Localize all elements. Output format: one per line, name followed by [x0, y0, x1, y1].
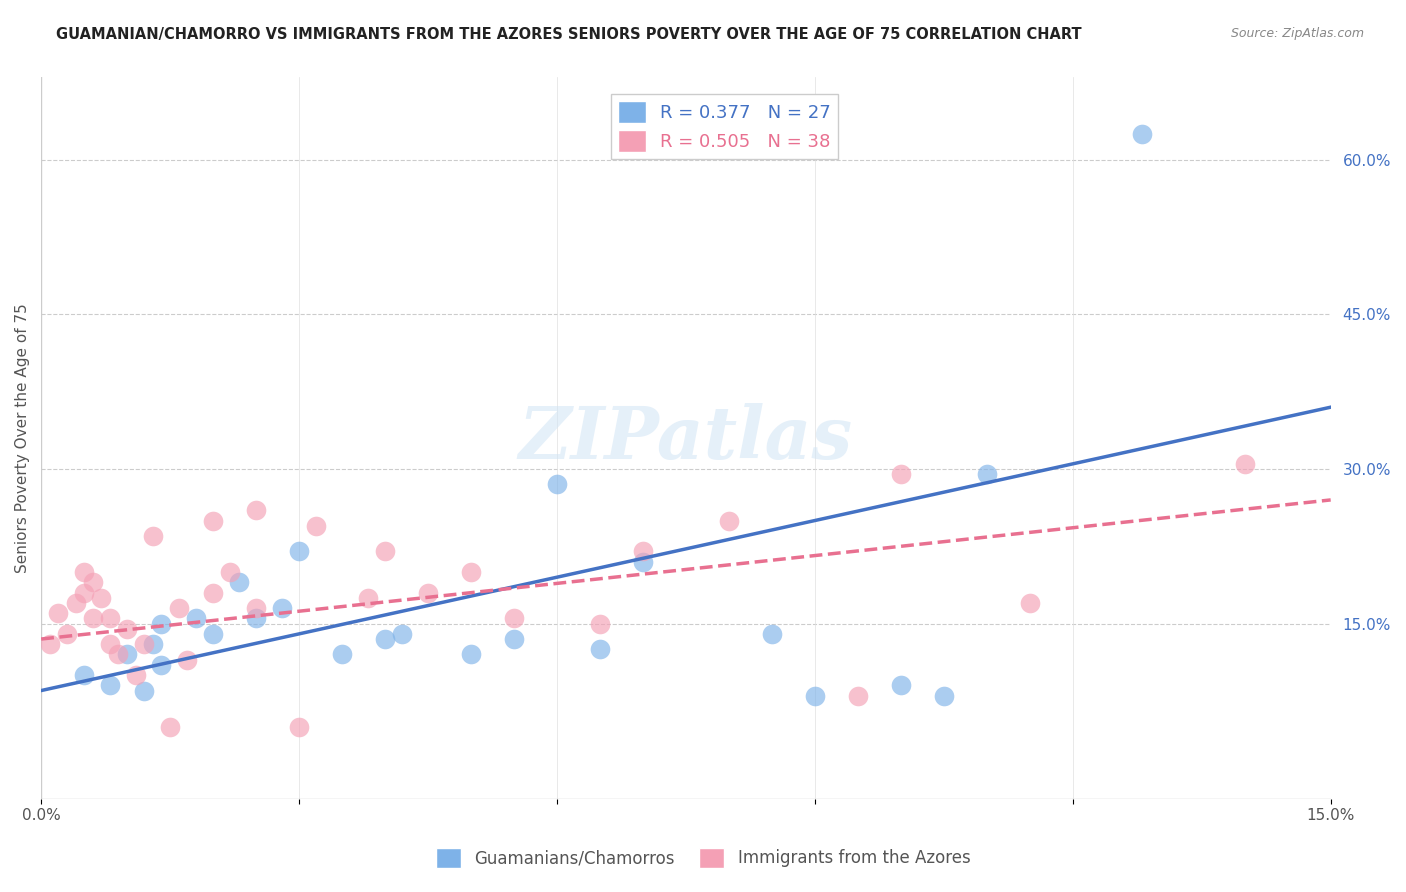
- Point: [125, 668, 148, 682]
- Point: [202, 627, 225, 641]
- Point: [589, 616, 612, 631]
- Point: [202, 585, 225, 599]
- Point: [270, 601, 292, 615]
- Point: [631, 544, 654, 558]
- Point: [142, 637, 165, 651]
- Point: [288, 544, 311, 558]
- Point: [73, 668, 96, 682]
- Text: GUAMANIAN/CHAMORRO VS IMMIGRANTS FROM THE AZORES SENIORS POVERTY OVER THE AGE OF: GUAMANIAN/CHAMORRO VS IMMIGRANTS FROM TH…: [56, 27, 1081, 42]
- Point: [98, 637, 121, 651]
- Y-axis label: Seniors Poverty Over the Age of 75: Seniors Poverty Over the Age of 75: [15, 303, 30, 573]
- Point: [73, 565, 96, 579]
- Point: [976, 467, 998, 482]
- Point: [374, 544, 396, 558]
- Point: [717, 514, 740, 528]
- Point: [73, 585, 96, 599]
- Point: [134, 637, 156, 651]
- Point: [159, 720, 181, 734]
- Point: [305, 518, 328, 533]
- Point: [330, 648, 353, 662]
- Point: [142, 529, 165, 543]
- Point: [115, 648, 138, 662]
- Point: [228, 575, 250, 590]
- Point: [82, 611, 104, 625]
- Point: [245, 601, 267, 615]
- Point: [56, 627, 79, 641]
- Point: [846, 689, 869, 703]
- Point: [245, 503, 267, 517]
- Point: [631, 555, 654, 569]
- Point: [184, 611, 207, 625]
- Point: [890, 467, 912, 482]
- Point: [134, 683, 156, 698]
- Text: ZIPatlas: ZIPatlas: [519, 402, 853, 474]
- Point: [90, 591, 112, 605]
- Point: [804, 689, 827, 703]
- Point: [107, 648, 129, 662]
- Point: [503, 632, 526, 646]
- Legend: Guamanians/Chamorros, Immigrants from the Azores: Guamanians/Chamorros, Immigrants from th…: [429, 841, 977, 875]
- Point: [1018, 596, 1040, 610]
- Point: [98, 678, 121, 692]
- Point: [374, 632, 396, 646]
- Text: Source: ZipAtlas.com: Source: ZipAtlas.com: [1230, 27, 1364, 40]
- Point: [65, 596, 87, 610]
- Point: [115, 622, 138, 636]
- Point: [1233, 457, 1256, 471]
- Point: [288, 720, 311, 734]
- Point: [460, 565, 482, 579]
- Point: [932, 689, 955, 703]
- Point: [890, 678, 912, 692]
- Point: [82, 575, 104, 590]
- Point: [460, 648, 482, 662]
- Point: [503, 611, 526, 625]
- Point: [391, 627, 413, 641]
- Legend: R = 0.377   N = 27, R = 0.505   N = 38: R = 0.377 N = 27, R = 0.505 N = 38: [612, 94, 838, 160]
- Point: [150, 657, 173, 672]
- Point: [38, 637, 60, 651]
- Point: [416, 585, 439, 599]
- Point: [357, 591, 380, 605]
- Point: [589, 642, 612, 657]
- Point: [546, 477, 568, 491]
- Point: [150, 616, 173, 631]
- Point: [245, 611, 267, 625]
- Point: [219, 565, 242, 579]
- Point: [167, 601, 190, 615]
- Point: [1130, 127, 1153, 141]
- Point: [761, 627, 783, 641]
- Point: [98, 611, 121, 625]
- Point: [176, 653, 198, 667]
- Point: [46, 607, 69, 621]
- Point: [202, 514, 225, 528]
